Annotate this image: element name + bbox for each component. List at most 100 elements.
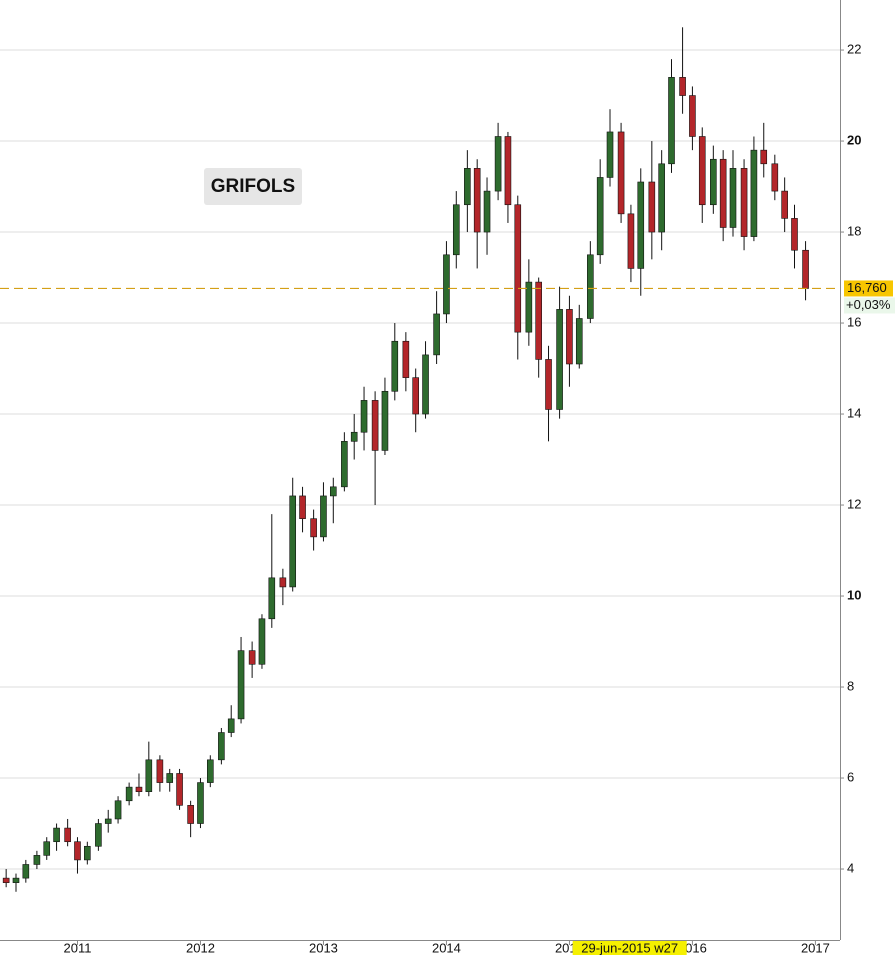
candle-body [299, 495, 306, 519]
candle-body [422, 354, 429, 415]
candle-body [2, 877, 10, 883]
candle-body [504, 136, 512, 206]
candle-body [166, 773, 174, 783]
candle-body [740, 168, 748, 237]
candle-body [771, 163, 779, 192]
candle-body [483, 190, 491, 233]
candle-body [279, 577, 287, 588]
candle-body [668, 77, 675, 165]
candle-body [237, 650, 245, 720]
candle-body [381, 390, 389, 451]
candle-body [84, 845, 91, 861]
cursor-label: 29-jun-2015 w27 [581, 940, 678, 955]
y-tick-label: 12 [847, 496, 861, 511]
candle-body [443, 254, 450, 315]
candle-body [545, 359, 552, 410]
candle-body [53, 827, 60, 843]
candle-body [156, 759, 164, 783]
candle-body [525, 281, 533, 333]
candle-body [207, 759, 214, 783]
candle-body [648, 181, 656, 233]
cursor-box [572, 941, 687, 955]
candle-body [617, 131, 625, 215]
candle-body [391, 340, 399, 392]
y-tick-label: 18 [847, 223, 861, 238]
candle-body [258, 618, 266, 665]
candle-body [371, 400, 379, 451]
candle-body [556, 309, 563, 410]
candle-body [289, 495, 297, 588]
x-tick-label: 2017 [801, 940, 830, 955]
candle-body [535, 281, 542, 360]
candle-body [802, 249, 809, 289]
y-tick-label: 8 [847, 678, 854, 693]
candle-body [689, 95, 696, 137]
candle-body [698, 136, 706, 206]
title-box [204, 168, 302, 205]
chart-title: GRIFOLS [211, 176, 295, 197]
candle-body [135, 786, 143, 792]
last-price-label: 16,760 [847, 280, 887, 295]
candle-body [587, 254, 594, 319]
candle-body [627, 213, 635, 269]
candle-body [750, 149, 758, 237]
candle-body [473, 168, 481, 233]
candle-body [104, 818, 112, 824]
change-label: +0,03% [846, 297, 891, 312]
candle-body [12, 877, 20, 883]
candle-body [33, 855, 41, 865]
candle-body [64, 827, 71, 843]
candle-body [125, 786, 133, 802]
candle-body [606, 131, 614, 178]
candle-body [320, 495, 327, 538]
candle-body [176, 773, 183, 806]
candle-body [710, 158, 717, 206]
candle-body [791, 218, 798, 251]
candle-body [197, 782, 204, 824]
candle-body [74, 841, 81, 861]
candle-body [227, 718, 235, 733]
candle-body [310, 518, 317, 538]
candle-body [679, 77, 686, 96]
candle-body [341, 441, 348, 488]
candle-body [350, 431, 358, 442]
y-tick-label: 16 [847, 314, 861, 329]
candle-body [402, 340, 410, 378]
candle-body [729, 168, 737, 228]
y-tick-label: 10 [847, 587, 861, 602]
candle-body [464, 168, 471, 206]
candle-body [218, 732, 225, 761]
candle-body [43, 841, 51, 856]
candle-body [514, 204, 522, 333]
candle-body [95, 823, 102, 847]
x-tick-label: 2012 [186, 940, 215, 955]
candle-body [575, 318, 583, 365]
candle-body [329, 486, 337, 497]
candle-body [566, 309, 573, 365]
candle-body [187, 805, 194, 824]
candle-body [268, 577, 276, 620]
candle-body [452, 204, 460, 256]
y-tick-label: 4 [847, 860, 854, 875]
x-tick-label: 2014 [432, 940, 461, 955]
candle-body [22, 864, 30, 879]
change-box [844, 297, 895, 314]
candle-body [719, 158, 727, 228]
last-price-box [844, 280, 893, 297]
y-tick-label: 14 [847, 405, 861, 420]
candle-body [412, 377, 419, 415]
candle-body [360, 400, 368, 433]
candle-body [760, 149, 768, 165]
candle-body [494, 136, 502, 192]
candle-body [114, 800, 122, 820]
candle-body [596, 177, 604, 256]
x-tick-label: 2013 [309, 940, 338, 955]
candle-body [145, 759, 153, 792]
candle-body [637, 181, 645, 269]
y-tick-label: 6 [847, 769, 854, 784]
candle-body [433, 313, 440, 356]
candle-body [781, 190, 788, 219]
y-tick-label: 20 [847, 132, 861, 147]
